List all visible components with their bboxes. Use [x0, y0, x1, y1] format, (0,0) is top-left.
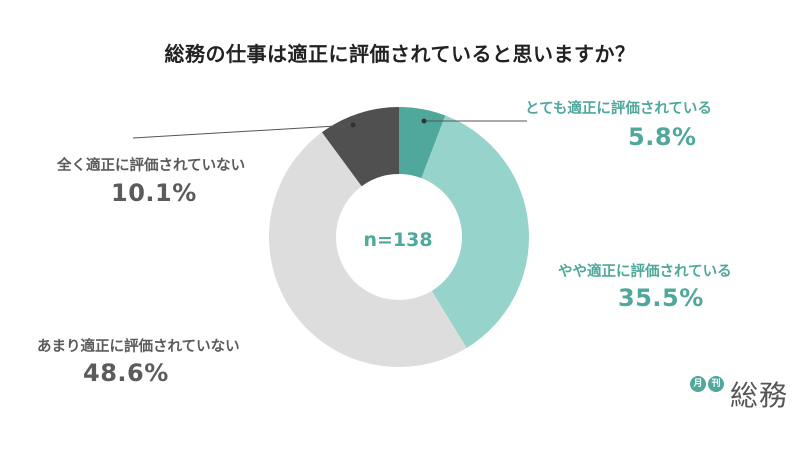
label-category-1: やや適正に評価されている [558, 264, 732, 280]
label-category-2: あまり適正に評価されていない [37, 339, 240, 355]
logo-mark-1: 月 [690, 376, 706, 392]
slice-very-fair [399, 107, 446, 179]
chart-title: 総務の仕事は適正に評価されていると思いますか？ [164, 42, 636, 66]
leader-line-not-fair-at-all [132, 124, 354, 139]
label-value-1: 35.5% [618, 284, 704, 312]
leader-lines [132, 118, 527, 139]
gekkan-soumu-logo: 月 刊 総務 [690, 374, 790, 412]
sample-size-label: n=138 [363, 229, 433, 251]
label-category-3: 全く適正に評価されていない [57, 158, 246, 174]
label-category-0: とても適正に評価されている [525, 101, 712, 117]
label-value-0: 5.8% [628, 123, 697, 151]
donut-slices [268, 107, 529, 368]
slice-not-very-fair [268, 132, 467, 368]
slice-somewhat-fair [421, 115, 529, 349]
leader-dot-not-fair-at-all [350, 122, 356, 128]
label-value-3: 10.1% [111, 179, 197, 207]
logo-word: 総務 [730, 379, 789, 412]
leader-dot-very-fair [421, 118, 427, 124]
logo-mark-2: 刊 [708, 376, 724, 392]
label-value-2: 48.6% [83, 359, 169, 387]
slice-not-fair-at-all [321, 107, 399, 187]
